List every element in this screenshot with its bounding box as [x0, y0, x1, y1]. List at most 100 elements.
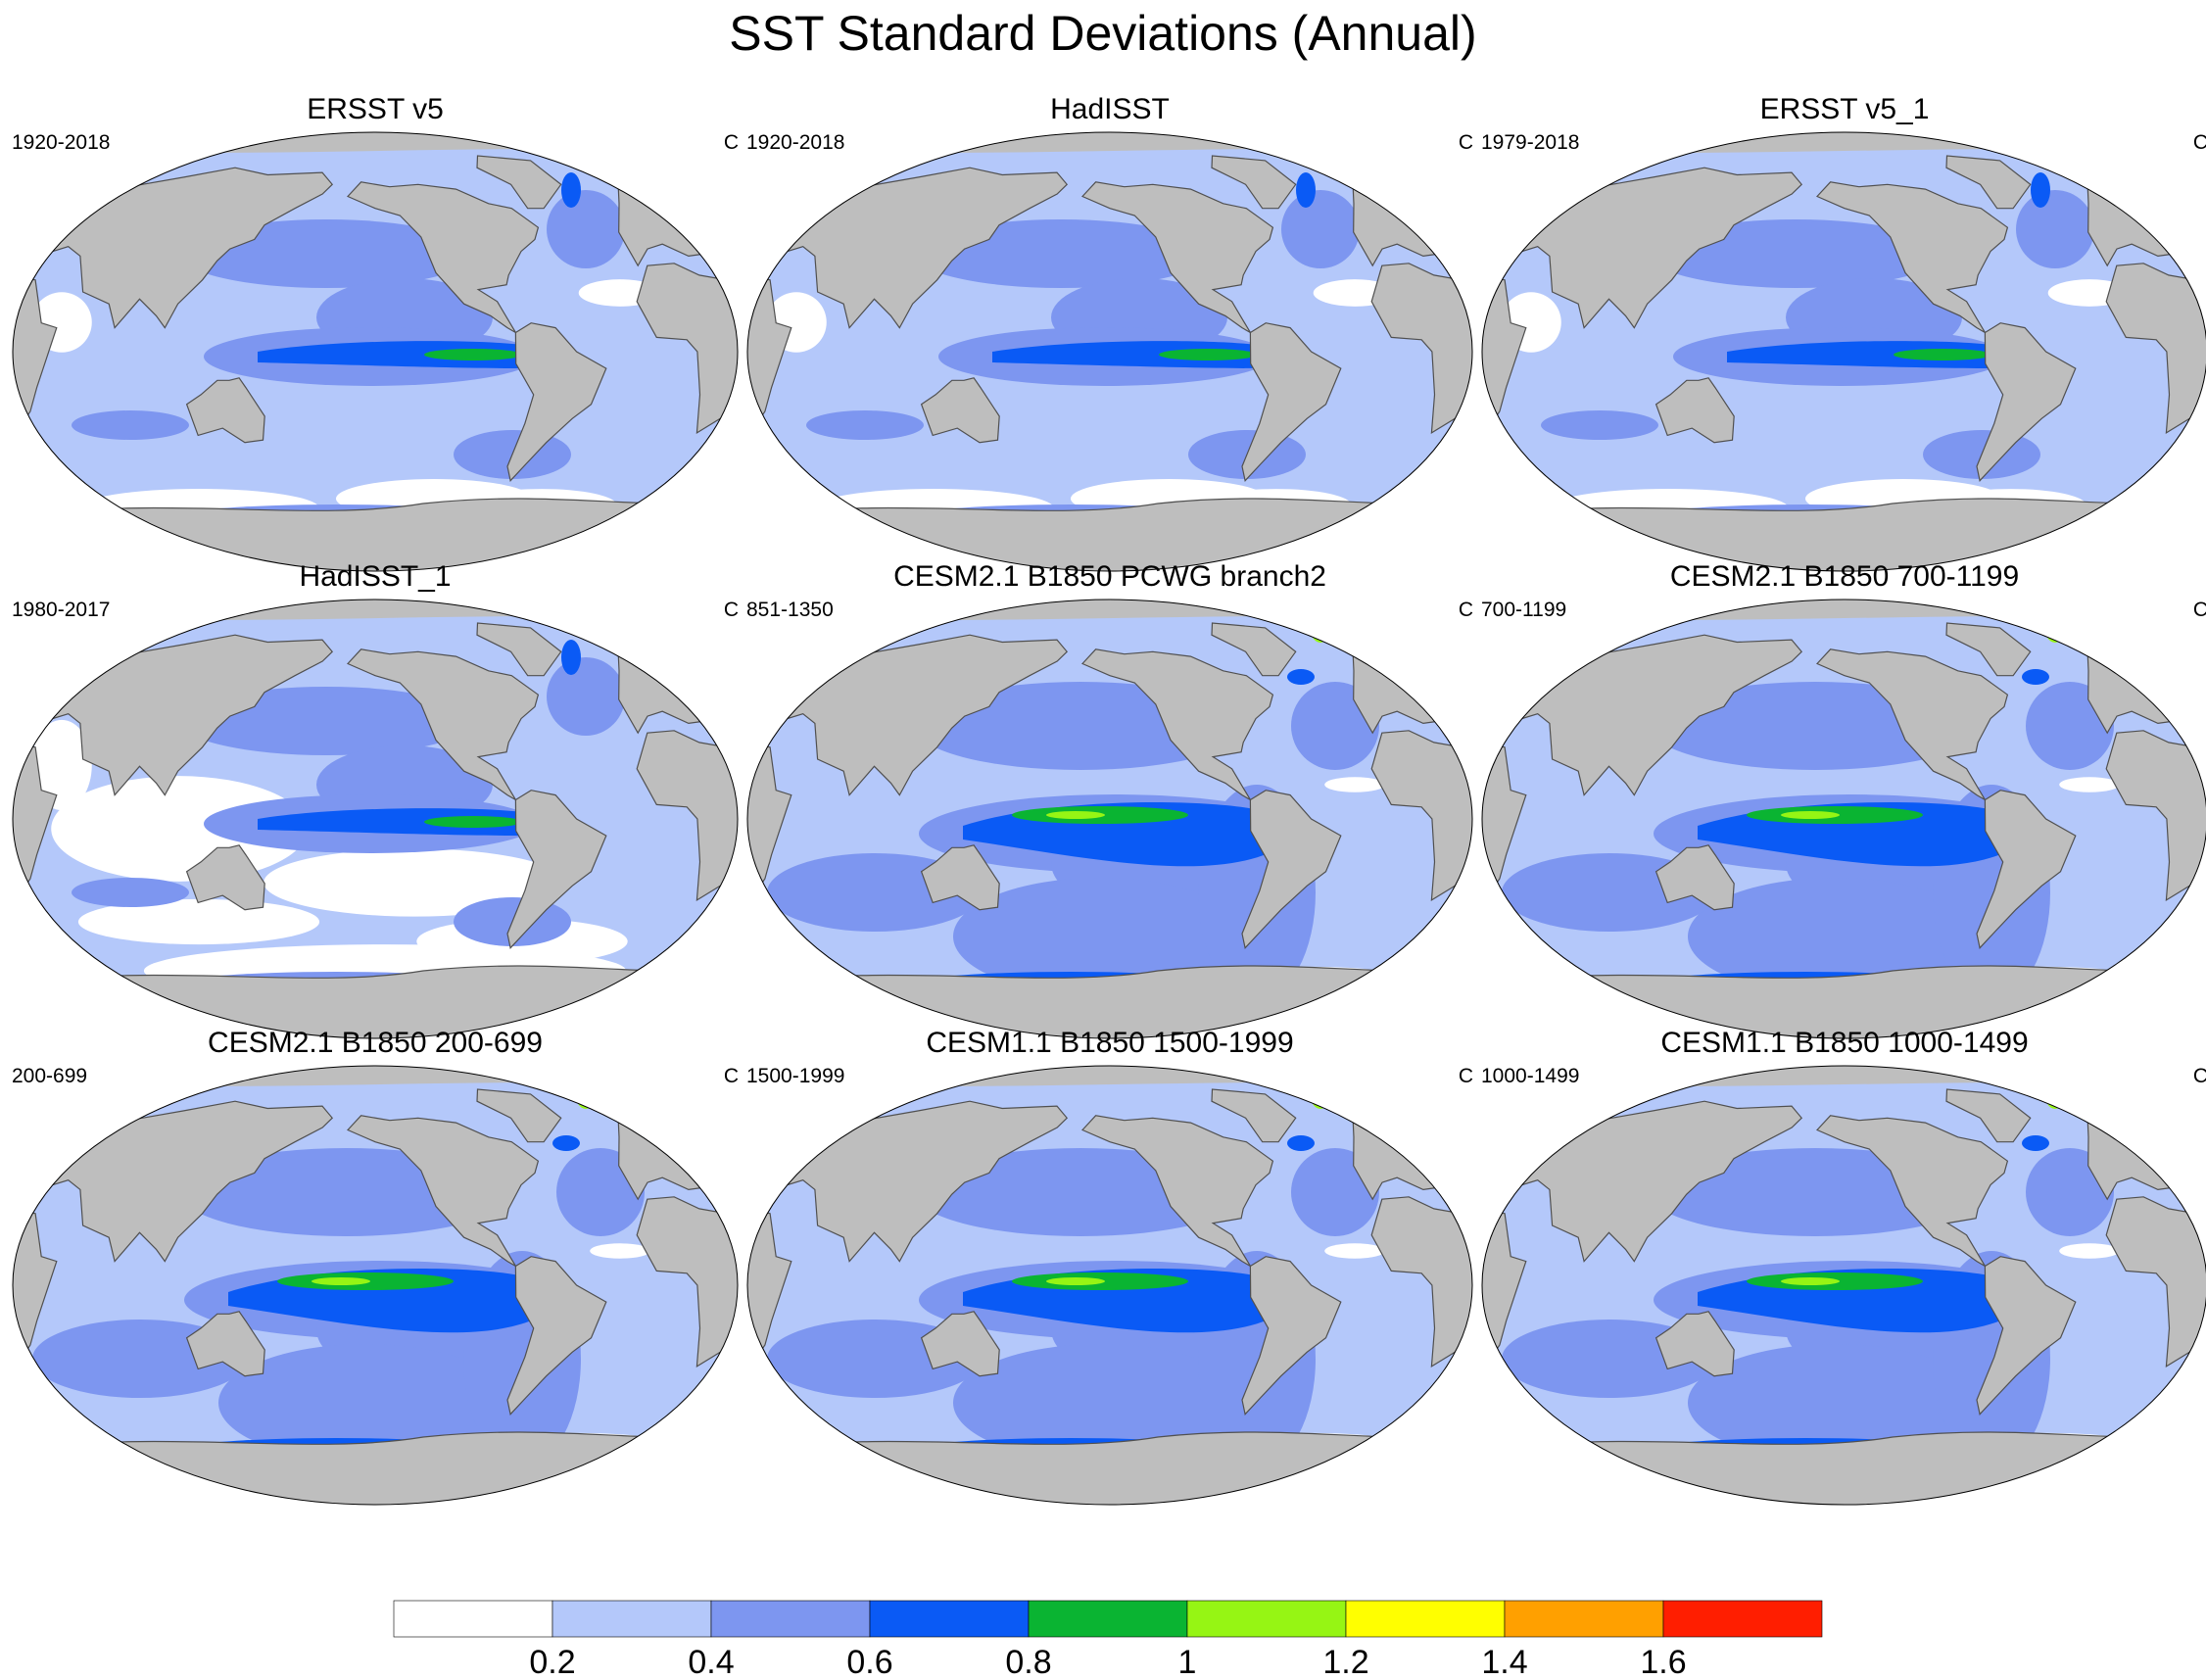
arctic-land — [1482, 132, 2206, 153]
medium-variance-region — [1688, 878, 1982, 995]
greenland-land — [1945, 622, 2032, 677]
boundary-current-hotspot — [2022, 669, 2049, 685]
enso-tongue-high — [258, 341, 527, 368]
colorbar-swatch — [1345, 1600, 1506, 1638]
north-america-land — [346, 1115, 540, 1269]
enso-core-peak — [1046, 1277, 1105, 1285]
south-america-land — [1976, 1256, 2077, 1416]
south-america-land — [1241, 790, 1342, 949]
map-border — [746, 599, 1473, 1039]
enso-core-peak — [312, 1277, 370, 1285]
south-america-land — [1241, 1256, 1342, 1416]
south-america-land — [1976, 322, 2077, 482]
period-label: 851-1350 — [746, 599, 834, 621]
arctic-land — [13, 132, 738, 153]
arctic-land — [747, 600, 1472, 620]
australia-land — [920, 844, 1000, 911]
enso-core — [424, 816, 522, 828]
world-map — [746, 599, 1473, 1039]
map-border — [12, 1065, 739, 1506]
world-map — [1481, 599, 2206, 1039]
units-label: C — [1458, 599, 1473, 621]
south-america-land — [506, 790, 607, 949]
medium-variance-region — [2016, 190, 2094, 268]
low-variance-region — [590, 1243, 650, 1259]
north-america-land — [1080, 181, 1274, 335]
colorbar-tick-label: 0.4 — [688, 1644, 734, 1680]
antarctica-land — [747, 1431, 1472, 1505]
africa-land — [1482, 262, 1527, 434]
colorbar-tick-label: 0.8 — [1005, 1644, 1051, 1680]
map-border — [12, 131, 739, 572]
colorbar-tick-label: 0.6 — [846, 1644, 892, 1680]
north-america-land — [1815, 1115, 2009, 1269]
main-title: SST Standard Deviations (Annual) — [729, 6, 1477, 61]
map-panel: CESM2.1 B1850 PCWG branch2 851-1350 C — [746, 559, 1473, 1039]
greenland-land — [1211, 1088, 1297, 1143]
colorbar-swatch — [1662, 1600, 1823, 1638]
period-label: 1500-1999 — [746, 1065, 845, 1087]
medium-variance-region — [1541, 410, 1658, 440]
units-label: C — [1458, 1065, 1473, 1087]
low-variance-region — [2059, 1243, 2120, 1259]
enso-core-peak — [1046, 811, 1105, 819]
medium-variance-region — [953, 878, 1247, 995]
units-label: C — [2192, 131, 2206, 154]
low-variance-region — [77, 898, 320, 945]
world-map — [1481, 1065, 2206, 1506]
medium-variance-region — [806, 410, 924, 440]
colorbar: 0.2 0.4 0.6 0.8 1 1.2 1.4 1.6 — [393, 1600, 1823, 1680]
panel-title: ERSST v5_1 — [1759, 93, 1930, 125]
africa-land — [747, 262, 792, 434]
colorbar-tick-label: 1.2 — [1322, 1644, 1368, 1680]
map-border — [746, 1065, 1473, 1506]
australia-land — [1654, 844, 1735, 911]
map-border — [1481, 1065, 2206, 1506]
greenland-land — [476, 155, 562, 210]
colorbar-swatch — [869, 1600, 1030, 1638]
arctic-land — [13, 1066, 738, 1086]
north-america-land — [346, 181, 540, 335]
boundary-current-hotspot — [552, 1135, 580, 1151]
greenland-land — [1945, 1088, 2032, 1143]
world-map — [12, 131, 739, 572]
boundary-current-hotspot — [2022, 1135, 2049, 1151]
north-america-land — [1080, 1115, 1274, 1269]
enso-core — [424, 349, 522, 360]
map-border — [1481, 131, 2206, 572]
antarctica-land — [13, 1431, 738, 1505]
colorbar-swatch — [552, 1600, 712, 1638]
panel-title: HadISST_1 — [299, 560, 452, 593]
low-variance-region — [2059, 777, 2120, 792]
australia-land — [185, 1311, 265, 1377]
medium-variance-region — [72, 878, 189, 907]
africa-land — [747, 729, 792, 901]
medium-variance-region — [547, 190, 625, 268]
world-map — [746, 131, 1473, 572]
australia-land — [920, 377, 1000, 444]
enso-tongue-high — [992, 341, 1262, 368]
arctic-land — [747, 1066, 1472, 1086]
map-border — [1481, 599, 2206, 1039]
africa-land — [1482, 729, 1527, 901]
period-label: 700-1199 — [1481, 599, 1567, 621]
north-america-land — [1080, 648, 1274, 802]
africa-land — [636, 730, 738, 902]
arctic-land — [1482, 1066, 2206, 1086]
map-panel: ERSST v5 1920-2018 C — [12, 92, 739, 572]
map-border — [12, 599, 739, 1039]
low-variance-region — [1324, 1243, 1385, 1259]
colorbar-tick-label: 1.4 — [1481, 1644, 1527, 1680]
africa-land — [1482, 1195, 1527, 1368]
greenland-land — [476, 622, 562, 677]
medium-variance-region — [72, 410, 189, 440]
colorbar-swatch — [1186, 1600, 1347, 1638]
africa-land — [1370, 730, 1472, 902]
period-label: 1979-2018 — [1481, 131, 1580, 154]
enso-tongue-high — [1727, 341, 1996, 368]
enso-core-peak — [1781, 1277, 1840, 1285]
units-label: C — [2192, 1065, 2206, 1087]
south-america-land — [506, 322, 607, 482]
south-america-land — [506, 1256, 607, 1416]
africa-land — [2105, 263, 2206, 435]
